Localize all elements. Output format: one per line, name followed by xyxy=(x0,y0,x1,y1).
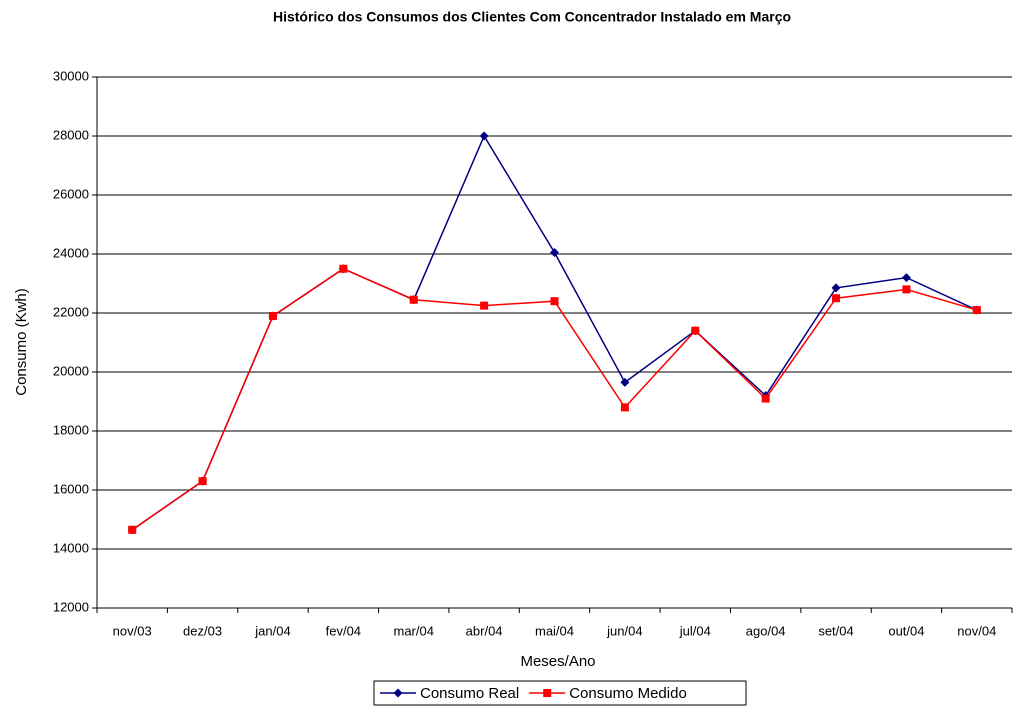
series-line xyxy=(131,267,978,531)
marker xyxy=(409,295,418,304)
marker xyxy=(691,326,700,335)
marker xyxy=(128,525,137,534)
y-tick-label: 12000 xyxy=(53,599,89,614)
marker xyxy=(620,377,630,387)
x-tick-label: mai/04 xyxy=(535,623,574,638)
y-tick-label: 24000 xyxy=(53,245,89,260)
y-tick-label: 18000 xyxy=(53,422,89,437)
marker xyxy=(620,403,629,412)
x-tick-label: jun/04 xyxy=(606,623,642,638)
marker xyxy=(550,248,559,258)
marker xyxy=(198,477,207,486)
y-tick-label: 28000 xyxy=(53,127,89,142)
marker xyxy=(550,297,559,306)
x-tick-label: dez/03 xyxy=(183,623,222,638)
marker xyxy=(972,306,981,315)
x-tick-label: ago/04 xyxy=(746,623,786,638)
x-tick-label: jul/04 xyxy=(679,623,711,638)
y-axis-title: Consumo (Kwh) xyxy=(13,288,30,396)
x-tick-label: fev/04 xyxy=(326,623,361,638)
legend-marker xyxy=(543,689,552,697)
marker xyxy=(831,283,841,293)
marker xyxy=(902,285,911,294)
y-tick-label: 30000 xyxy=(53,68,89,83)
x-tick-label: mar/04 xyxy=(393,623,433,638)
marker xyxy=(832,294,841,303)
marker xyxy=(479,131,489,141)
marker xyxy=(901,273,911,283)
x-tick-label: out/04 xyxy=(888,623,924,638)
legend-label: Consumo Real xyxy=(420,685,519,702)
x-tick-label: nov/04 xyxy=(957,623,996,638)
x-axis-title: Meses/Ano xyxy=(520,653,595,670)
legend-marker xyxy=(393,688,403,698)
legend-label: Consumo Medido xyxy=(569,685,687,702)
marker xyxy=(268,311,277,320)
chart-title: Histórico dos Consumos dos Clientes Com … xyxy=(273,9,791,25)
x-tick-label: abr/04 xyxy=(466,623,503,638)
marker xyxy=(761,394,770,403)
y-tick-label: 14000 xyxy=(53,540,89,555)
marker xyxy=(480,301,489,310)
marker xyxy=(339,264,348,273)
x-tick-label: set/04 xyxy=(818,623,853,638)
y-tick-label: 20000 xyxy=(53,363,89,378)
y-tick-label: 22000 xyxy=(53,304,89,319)
y-tick-label: 16000 xyxy=(53,481,89,496)
y-tick-label: 26000 xyxy=(53,186,89,201)
x-tick-label: jan/04 xyxy=(254,623,290,638)
x-tick-label: nov/03 xyxy=(113,623,152,638)
